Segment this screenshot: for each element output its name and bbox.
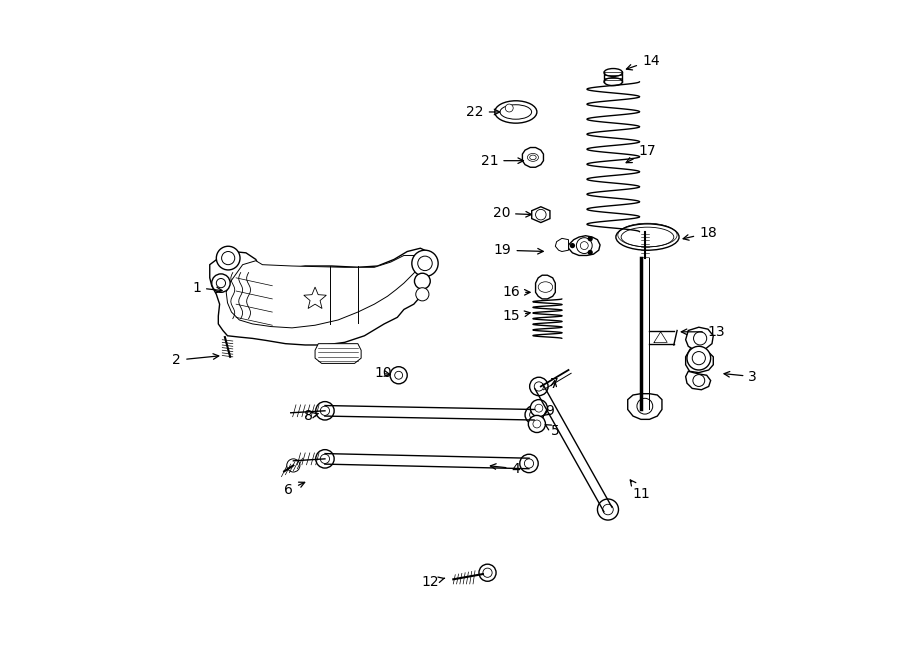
- Text: 11: 11: [630, 480, 650, 501]
- Ellipse shape: [616, 224, 680, 251]
- Polygon shape: [555, 239, 569, 252]
- Circle shape: [520, 454, 538, 473]
- Circle shape: [216, 247, 240, 270]
- Circle shape: [316, 402, 334, 420]
- Circle shape: [529, 410, 539, 419]
- Text: 20: 20: [492, 206, 531, 220]
- Circle shape: [588, 236, 593, 241]
- Circle shape: [588, 250, 593, 255]
- Circle shape: [216, 278, 226, 288]
- Circle shape: [576, 238, 592, 253]
- Ellipse shape: [500, 104, 532, 119]
- Circle shape: [603, 504, 613, 515]
- Ellipse shape: [604, 69, 623, 77]
- Circle shape: [525, 459, 534, 468]
- Circle shape: [418, 256, 432, 270]
- Text: 2: 2: [173, 353, 219, 367]
- Text: 1: 1: [192, 281, 222, 295]
- Circle shape: [395, 371, 402, 379]
- Text: 10: 10: [374, 366, 392, 380]
- Text: 15: 15: [502, 309, 530, 323]
- Text: 16: 16: [502, 286, 530, 299]
- Circle shape: [694, 332, 706, 345]
- Circle shape: [529, 377, 548, 396]
- Circle shape: [580, 242, 589, 250]
- Circle shape: [637, 399, 652, 414]
- Text: 22: 22: [466, 105, 500, 119]
- Circle shape: [687, 346, 711, 370]
- Circle shape: [483, 568, 492, 577]
- Circle shape: [598, 499, 618, 520]
- Polygon shape: [627, 394, 662, 419]
- Circle shape: [535, 405, 543, 412]
- Polygon shape: [210, 249, 436, 345]
- Circle shape: [416, 288, 429, 301]
- Text: 7: 7: [550, 377, 558, 391]
- Circle shape: [525, 406, 544, 424]
- Circle shape: [692, 352, 706, 365]
- Text: 9: 9: [543, 404, 554, 418]
- Ellipse shape: [621, 227, 674, 247]
- Ellipse shape: [604, 78, 623, 86]
- Circle shape: [694, 354, 706, 367]
- Text: 21: 21: [481, 153, 524, 168]
- Polygon shape: [532, 207, 550, 223]
- Circle shape: [320, 454, 329, 463]
- Circle shape: [530, 400, 547, 416]
- Circle shape: [287, 459, 300, 472]
- Polygon shape: [522, 147, 544, 167]
- Text: 6: 6: [284, 482, 305, 497]
- Polygon shape: [315, 344, 361, 364]
- Circle shape: [693, 375, 705, 387]
- Text: 13: 13: [681, 325, 725, 339]
- Circle shape: [316, 449, 334, 468]
- Circle shape: [479, 564, 496, 581]
- Text: 4: 4: [491, 462, 520, 476]
- Circle shape: [390, 367, 407, 384]
- Text: 5: 5: [545, 424, 560, 438]
- Text: 14: 14: [626, 54, 660, 70]
- Text: 18: 18: [683, 226, 717, 240]
- Text: 19: 19: [494, 243, 544, 257]
- Polygon shape: [686, 371, 711, 390]
- Text: 17: 17: [626, 145, 656, 163]
- Circle shape: [570, 243, 575, 249]
- Circle shape: [320, 407, 329, 415]
- Polygon shape: [569, 236, 600, 255]
- Circle shape: [415, 273, 430, 289]
- Text: 8: 8: [304, 409, 319, 423]
- Circle shape: [221, 252, 235, 264]
- Polygon shape: [304, 287, 327, 309]
- Polygon shape: [686, 327, 714, 350]
- Text: 12: 12: [421, 575, 445, 589]
- Circle shape: [212, 274, 230, 292]
- Circle shape: [528, 415, 545, 432]
- Circle shape: [533, 420, 541, 428]
- Ellipse shape: [495, 100, 537, 123]
- Polygon shape: [536, 275, 555, 299]
- Polygon shape: [686, 349, 714, 373]
- Text: 3: 3: [724, 369, 757, 383]
- Circle shape: [505, 104, 513, 112]
- Circle shape: [535, 382, 544, 391]
- Polygon shape: [226, 255, 418, 328]
- Circle shape: [412, 251, 438, 276]
